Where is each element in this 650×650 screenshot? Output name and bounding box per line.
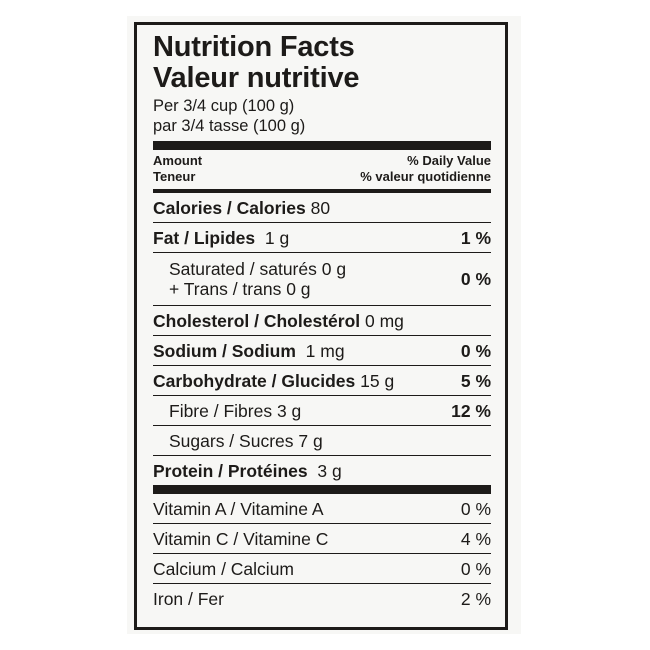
calcium-row: Calcium / Calcium 0 %: [153, 554, 491, 583]
sugars-label: Sugars / Sucres 7 g: [169, 430, 323, 451]
carbohydrate-value: 15 g: [360, 370, 395, 391]
row-divider: [153, 553, 491, 554]
fat-daily-value: 1 %: [460, 227, 491, 248]
carbohydrate-label: Carbohydrate / Glucides: [153, 370, 356, 391]
carbohydrate-row: Carbohydrate / Glucides 15 g 5 %: [153, 366, 491, 395]
vitamin-c-label: Vitamin C / Vitamine C: [153, 528, 329, 549]
serving-size-english: Per 3/4 cup (100 g): [153, 97, 295, 115]
protein-label: Protein / Protéines: [153, 460, 308, 481]
calcium-daily-value: 0 %: [460, 558, 491, 579]
calories-label: Calories / Calories: [153, 197, 306, 218]
vitamin-a-row: Vitamin A / Vitamine A 0 %: [153, 494, 491, 523]
nutrition-facts-table: Nutrition Facts Valeur nutritive Per 3/4…: [134, 22, 508, 630]
title-english: Nutrition Facts: [153, 31, 355, 63]
iron-row: Iron / Fer 2 %: [153, 584, 491, 613]
medium-divider: [153, 189, 491, 193]
row-divider: [153, 523, 491, 524]
thick-divider: [153, 141, 491, 150]
label-background: Nutrition Facts Valeur nutritive Per 3/4…: [127, 16, 521, 634]
cholesterol-value: 0 mg: [365, 310, 404, 331]
row-divider: [153, 222, 491, 223]
calories-row: Calories / Calories 80: [153, 193, 491, 222]
row-divider: [153, 305, 491, 306]
sodium-label: Sodium / Sodium: [153, 340, 296, 361]
protein-row: Protein / Protéines 3 g: [153, 456, 491, 485]
serving-size: Per 3/4 cup (100 g) par 3/4 tasse (100 g…: [153, 96, 491, 136]
serving-size-french: par 3/4 tasse (100 g): [153, 117, 306, 135]
cholesterol-label: Cholesterol / Cholestérol: [153, 310, 361, 331]
row-divider: [153, 395, 491, 396]
saturated-trans-row: Saturated / saturés 0 g + Trans / trans …: [153, 253, 491, 305]
daily-value-header-french: % valeur quotidienne: [360, 169, 491, 184]
fat-row: Fat / Lipides 1 g 1 %: [153, 223, 491, 252]
trans-label: + Trans / trans 0 g: [169, 279, 311, 299]
fibre-row: Fibre / Fibres 3 g 12 %: [153, 396, 491, 425]
fat-value: 1 g: [264, 227, 290, 248]
fibre-label: Fibre / Fibres 3 g: [169, 400, 302, 421]
vitamin-a-daily-value: 0 %: [460, 498, 491, 519]
cholesterol-row: Cholesterol / Cholestérol 0 mg: [153, 306, 491, 335]
sodium-daily-value: 0 %: [460, 340, 491, 361]
sodium-row: Sodium / Sodium 1 mg 0 %: [153, 336, 491, 365]
saturated-trans-daily-value: 0 %: [460, 269, 491, 289]
row-divider: [153, 365, 491, 366]
thick-divider: [153, 485, 491, 494]
amount-header-english: Amount: [153, 153, 203, 168]
calories-value: 80: [310, 197, 331, 218]
row-divider: [153, 335, 491, 336]
sodium-value: 1 mg: [305, 340, 345, 361]
title-french: Valeur nutritive: [153, 62, 360, 94]
vitamin-a-label: Vitamin A / Vitamine A: [153, 498, 324, 519]
column-header: Amount Teneur % Daily Value % valeur quo…: [153, 150, 491, 189]
daily-value-header-english: % Daily Value: [407, 153, 491, 168]
row-divider: [153, 252, 491, 253]
fat-label: Fat / Lipides: [153, 227, 256, 248]
row-divider: [153, 455, 491, 456]
fibre-daily-value: 12 %: [451, 400, 491, 421]
sugars-row: Sugars / Sucres 7 g: [153, 426, 491, 455]
vitamin-c-row: Vitamin C / Vitamine C 4 %: [153, 524, 491, 553]
protein-value: 3 g: [317, 460, 342, 481]
row-divider: [153, 425, 491, 426]
calcium-label: Calcium / Calcium: [153, 558, 294, 579]
vitamin-c-daily-value: 4 %: [460, 528, 491, 549]
row-divider: [153, 583, 491, 584]
saturated-label: Saturated / saturés 0 g: [169, 259, 347, 279]
iron-daily-value: 2 %: [460, 588, 491, 609]
amount-header-french: Teneur: [153, 169, 196, 184]
iron-label: Iron / Fer: [153, 588, 224, 609]
carbohydrate-daily-value: 5 %: [460, 370, 491, 391]
